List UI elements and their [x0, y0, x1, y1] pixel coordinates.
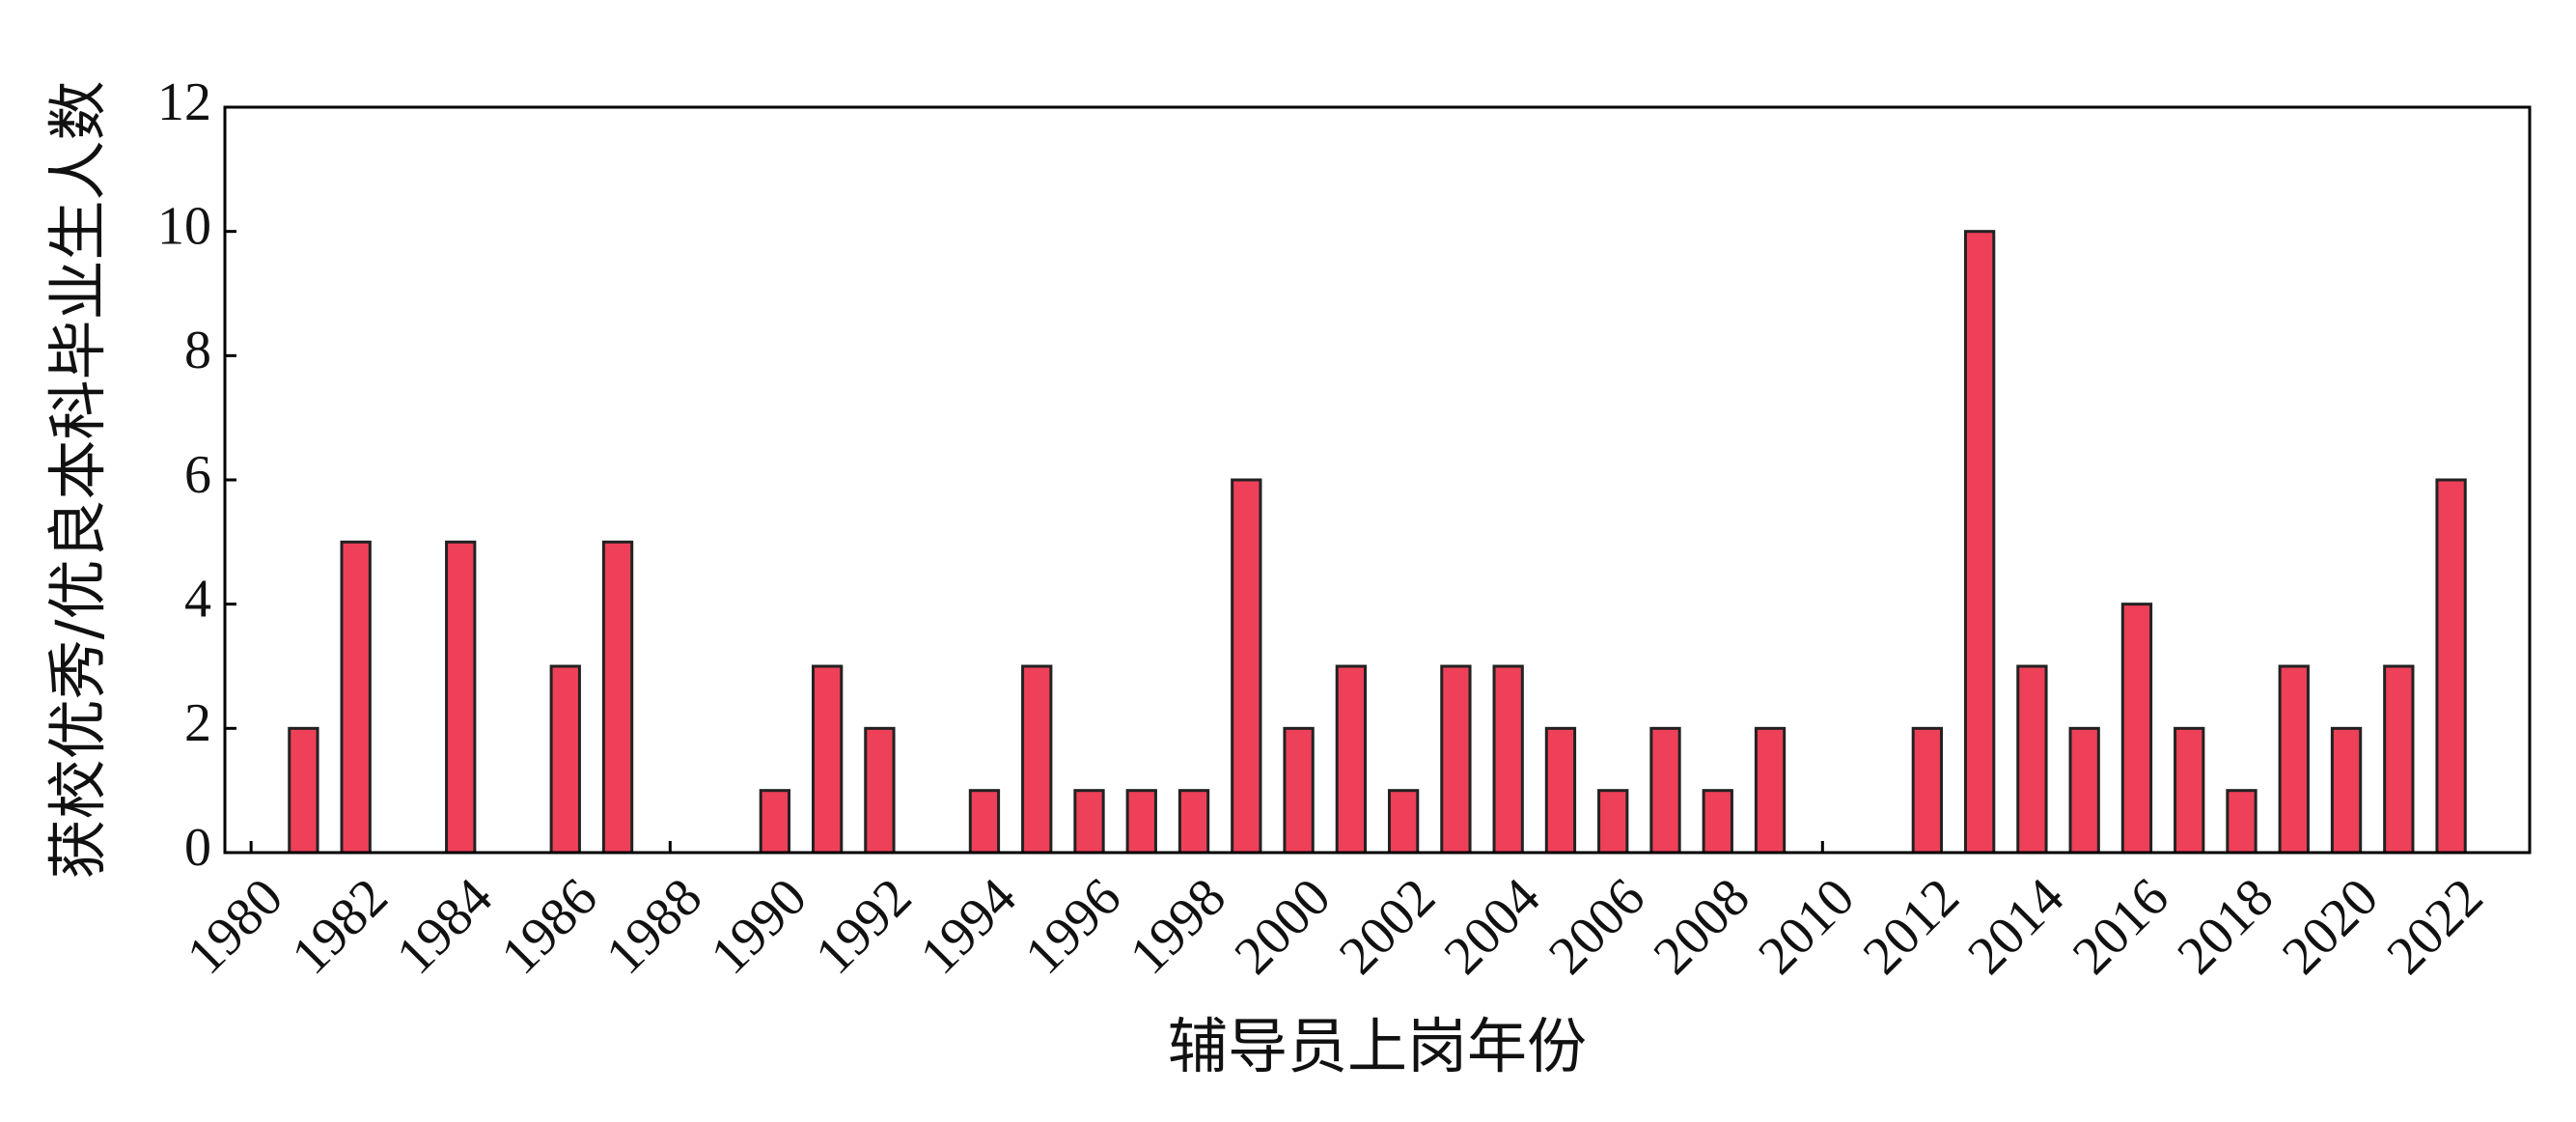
bar — [549, 664, 581, 855]
x-tick-label: 2000 — [1223, 867, 1342, 986]
bar — [2383, 664, 2415, 855]
bar — [811, 664, 844, 855]
x-tick-label: 2010 — [1747, 867, 1866, 986]
x-tick-label: 1992 — [804, 867, 923, 986]
bar — [864, 726, 896, 855]
x-tick-label: 1986 — [490, 867, 609, 986]
bar — [968, 789, 1001, 855]
bar — [2068, 726, 2100, 855]
plot-frame — [223, 105, 2532, 855]
x-tick-label: 2006 — [1537, 867, 1656, 986]
y-axis-title: 获校优秀/优良本科毕业生人数 — [42, 81, 113, 880]
y-tick-label: 4 — [184, 570, 211, 630]
bar — [2016, 664, 2048, 855]
bar — [1649, 726, 1681, 855]
x-tick-label: 2018 — [2166, 867, 2285, 986]
bar — [340, 540, 372, 855]
bar — [2435, 478, 2467, 855]
bar — [1597, 789, 1629, 855]
x-tick-label: 2014 — [1956, 867, 2075, 986]
bar — [1073, 789, 1105, 855]
x-tick-label: 1994 — [909, 867, 1028, 986]
bar — [288, 726, 319, 855]
bar — [1754, 726, 1787, 855]
x-tick-label: 2004 — [1433, 867, 1552, 986]
bar — [2120, 603, 2153, 855]
x-tick-label: 1982 — [281, 867, 400, 986]
x-tick-label: 1990 — [700, 867, 818, 986]
bar — [1283, 726, 1315, 855]
y-tick-label: 10 — [157, 197, 211, 257]
bar — [1492, 664, 1524, 855]
x-tick-label: 2002 — [1328, 867, 1447, 986]
bar — [759, 789, 791, 855]
x-tick-label: 2012 — [1852, 867, 1971, 986]
y-tick-label: 12 — [157, 72, 211, 132]
bar — [2330, 726, 2363, 855]
bar — [1021, 664, 1053, 855]
x-tick-label: 1980 — [176, 867, 294, 986]
bar — [1125, 789, 1157, 855]
x-tick-label: 1988 — [595, 867, 713, 986]
bar — [445, 540, 477, 855]
x-tick-label: 1984 — [385, 867, 504, 986]
bar — [1387, 789, 1420, 855]
bar — [1231, 478, 1262, 855]
bar — [1963, 230, 1996, 855]
bar — [1177, 789, 1210, 855]
x-axis-title: 辅导员上岗年份 — [1168, 1011, 1587, 1081]
bar — [1544, 726, 1577, 855]
x-tick-label: 2020 — [2271, 867, 2390, 986]
x-tick-label: 1996 — [1013, 867, 1132, 986]
bar — [2226, 789, 2257, 855]
x-tick-label: 2022 — [2375, 867, 2494, 986]
bar — [1335, 664, 1368, 855]
y-tick-label: 0 — [184, 818, 211, 878]
bar — [601, 540, 634, 855]
bar — [2174, 726, 2205, 855]
bar — [1911, 726, 1944, 855]
bar — [2278, 664, 2310, 855]
y-tick-label: 8 — [184, 321, 211, 380]
x-tick-label: 2008 — [1643, 867, 1761, 986]
bar — [1702, 789, 1733, 855]
y-tick-label: 2 — [184, 693, 211, 753]
y-tick-label: 6 — [184, 445, 211, 505]
x-tick-label: 2016 — [2062, 867, 2180, 986]
bar — [1440, 664, 1472, 855]
x-tick-label: 1998 — [1119, 867, 1237, 986]
